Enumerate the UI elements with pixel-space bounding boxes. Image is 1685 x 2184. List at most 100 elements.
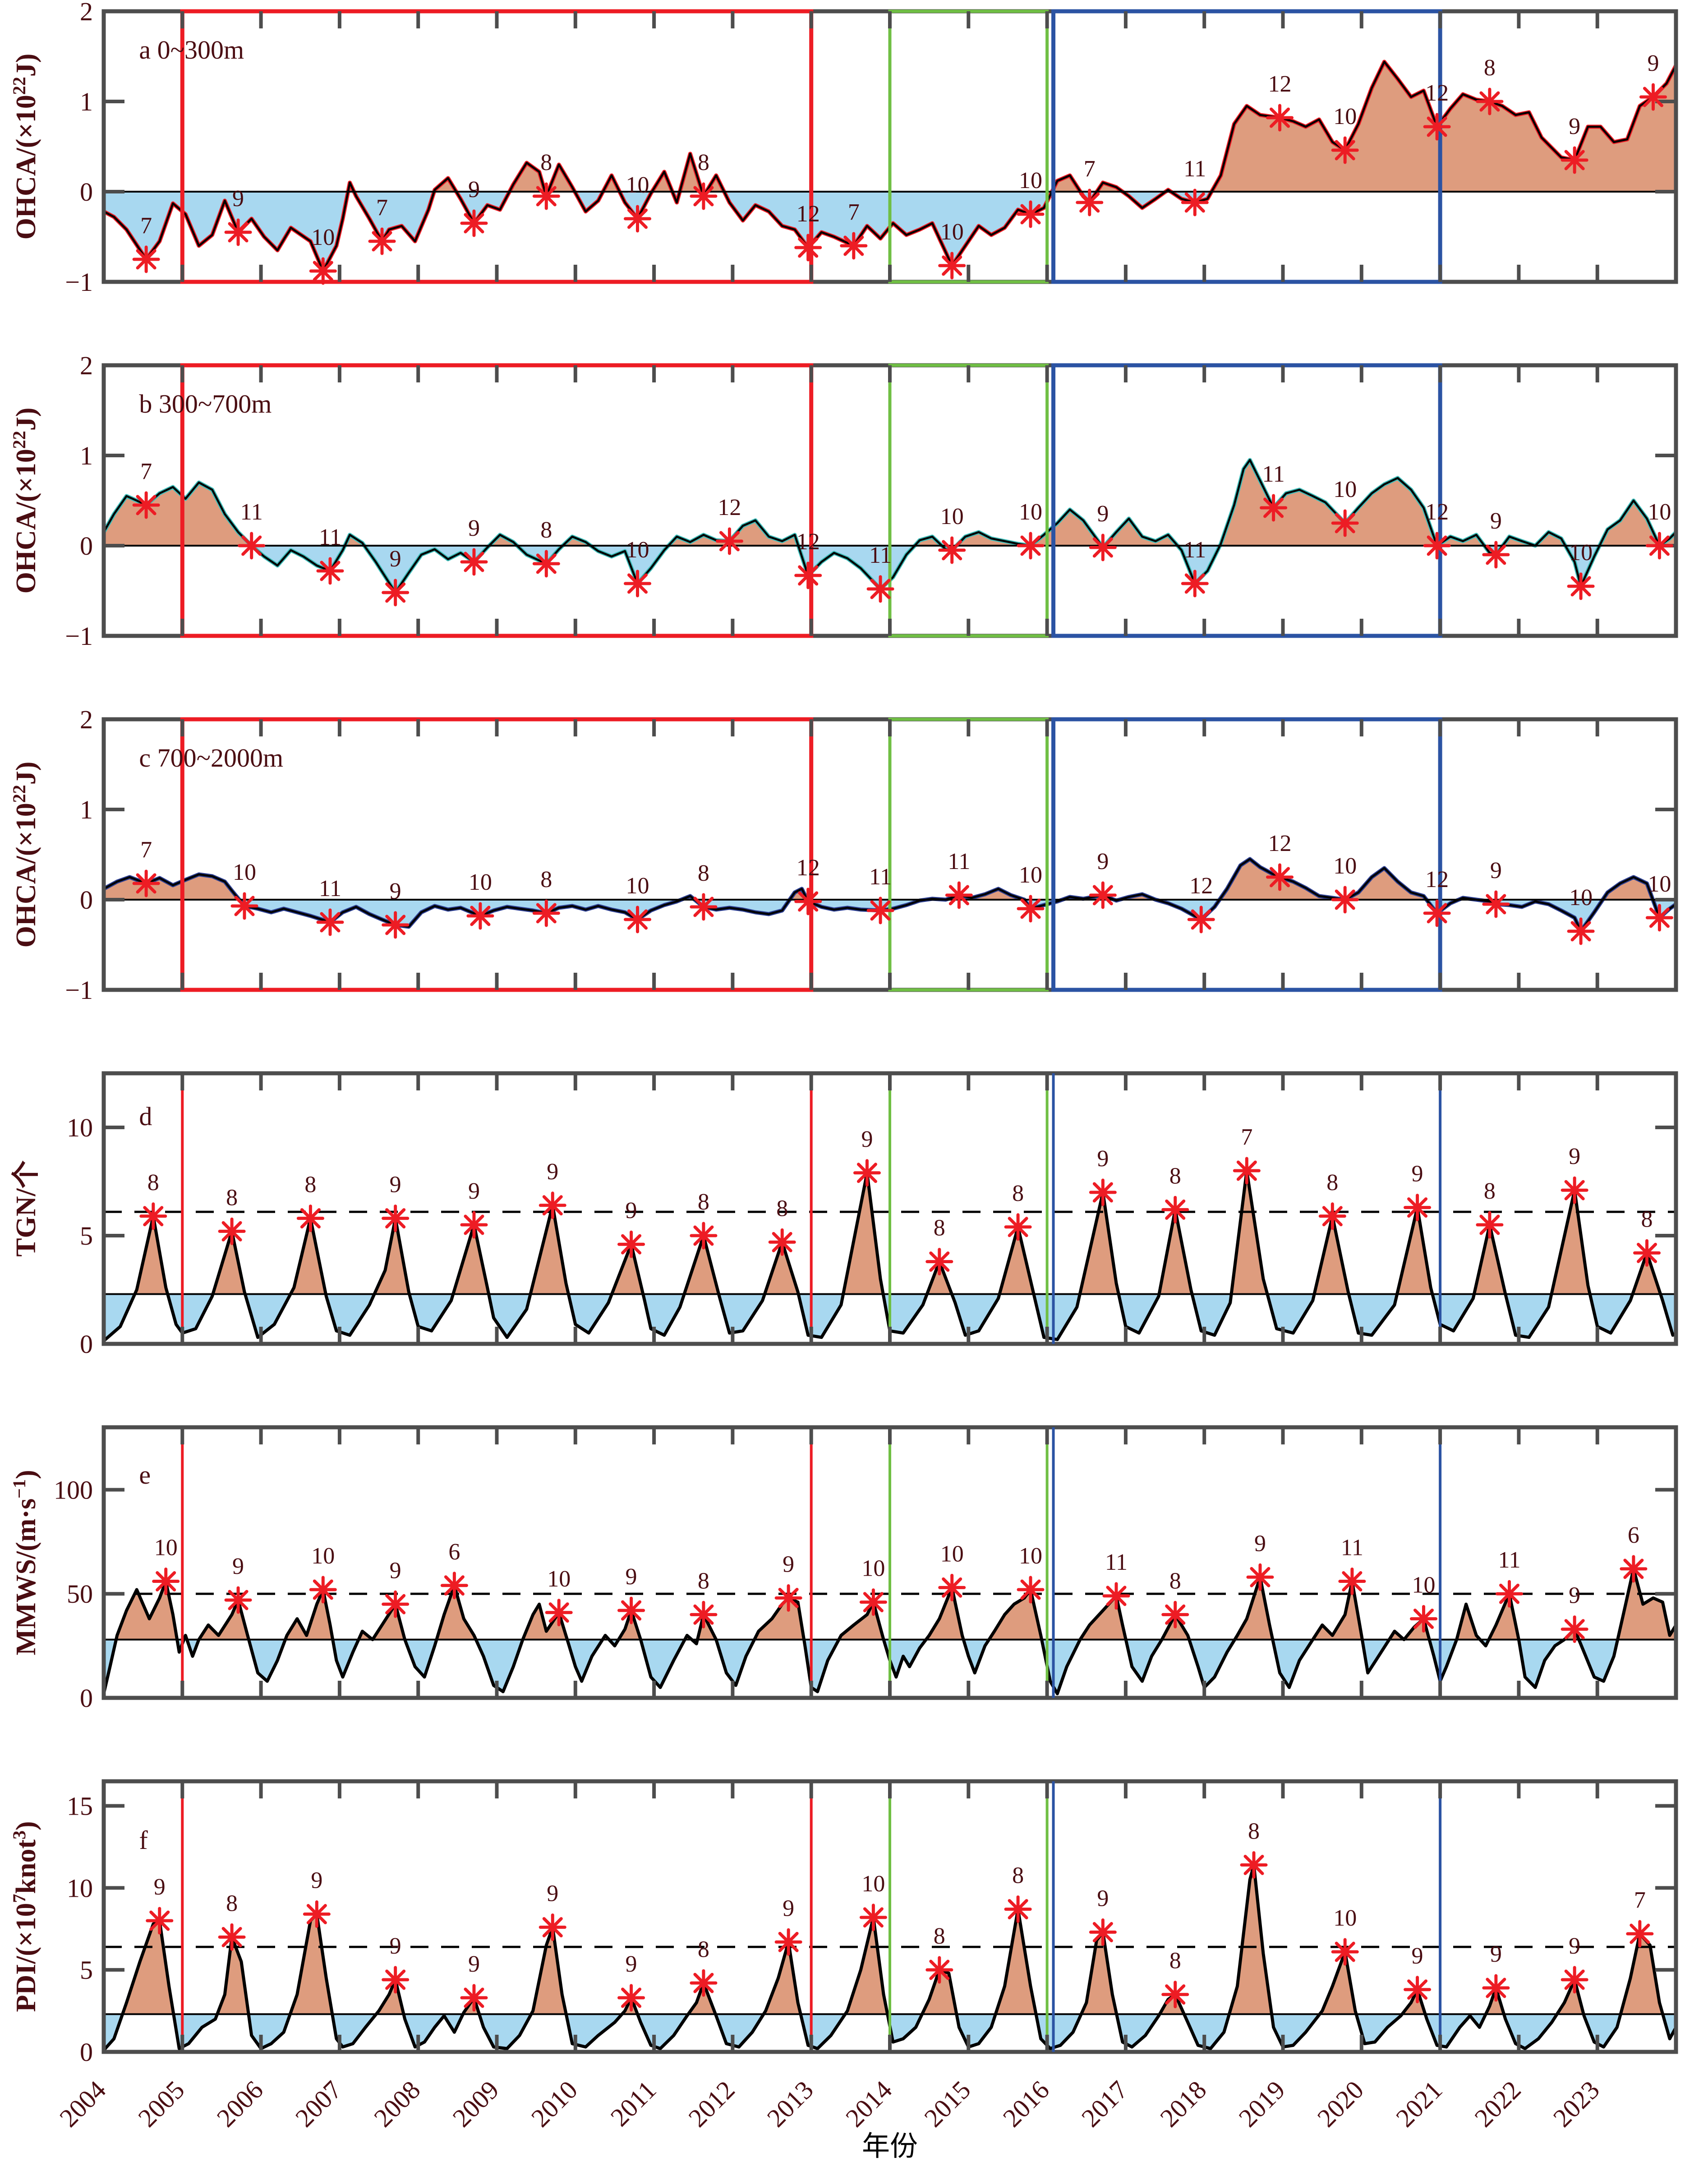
asterisk-marker (1191, 909, 1211, 930)
extreme-marker-a-2013: 7 (840, 199, 868, 260)
month-label: 12 (1268, 831, 1292, 856)
x-tick-label-2014: 2014 (840, 2075, 898, 2133)
asterisk-marker (241, 535, 262, 556)
month-label: 9 (390, 546, 401, 572)
month-label: 11 (1498, 1547, 1520, 1573)
month-label: 10 (1648, 499, 1671, 525)
extreme-marker-c-2012: 12 (794, 855, 822, 915)
month-label: 12 (1189, 873, 1213, 899)
asterisk-marker (136, 873, 157, 894)
asterisk-marker (1486, 894, 1506, 915)
extreme-marker-c-2004: 7 (132, 837, 160, 897)
asterisk-marker (929, 1959, 950, 1980)
panel-title-a: a 0~300m (139, 35, 244, 64)
month-label: 10 (1019, 862, 1042, 888)
x-tick-label-2012: 2012 (683, 2075, 741, 2133)
month-label: 9 (547, 1881, 558, 1907)
extreme-marker-c-2013: 11 (866, 864, 894, 924)
month-label: 11 (319, 876, 341, 901)
x-tick-label-2013: 2013 (761, 2075, 819, 2133)
extreme-marker-c-2008: 10 (466, 869, 494, 930)
asterisk-marker (1263, 497, 1284, 518)
asterisk-marker (1106, 1586, 1127, 1606)
extreme-marker-e-2021: 11 (1495, 1547, 1523, 1608)
asterisk-marker (1479, 1214, 1500, 1235)
ylabel-superscript: 22 (9, 785, 29, 803)
asterisk-marker (948, 885, 969, 906)
month-label: 9 (1569, 1583, 1580, 1609)
asterisk-marker (464, 552, 484, 572)
asterisk-marker (1020, 1579, 1041, 1600)
blue-period-box (1051, 9, 1442, 284)
panel-e: 0 50 100 e MMWS/(m·s−1) 10 9 10 9 6 10 9 8 9 10 10 10 11 8… (9, 1425, 1678, 1713)
panel-f: 051015fPDI/(×107knot3)989999989108898810… (9, 1779, 1678, 2067)
asterisk-marker (136, 495, 157, 515)
asterisk-marker (536, 186, 557, 207)
month-label: 9 (1097, 1146, 1109, 1172)
area-above-baseline (104, 859, 1676, 900)
extreme-marker-d-2017: 8 (1161, 1163, 1189, 1223)
month-label: 8 (698, 150, 709, 175)
asterisk-marker (1092, 1922, 1113, 1943)
month-label: 10 (311, 1543, 335, 1569)
y-axis-label-e: MMWS/(m·s−1) (9, 1470, 41, 1655)
month-label: 9 (1647, 51, 1659, 76)
ylabel-text: MMWS/(m·s (11, 1499, 41, 1655)
extreme-marker-b-2005: 11 (238, 499, 266, 560)
ylabel-text: TGN/个 (10, 1160, 41, 1257)
extreme-marker-c-2017: 12 (1187, 873, 1215, 933)
extreme-marker-a-2017: 11 (1181, 156, 1209, 216)
asterisk-marker (1020, 898, 1041, 919)
asterisk-marker (1570, 921, 1591, 942)
extreme-marker-a-2011: 8 (690, 150, 718, 210)
asterisk-marker (798, 237, 819, 258)
asterisk-marker (1008, 1217, 1028, 1237)
month-label: 9 (1097, 849, 1109, 874)
extreme-marker-b-2020: 12 (1423, 499, 1451, 560)
month-label: 8 (698, 1936, 709, 1962)
month-label: 9 (1490, 508, 1502, 534)
panel-title-c: c 700~2000m (139, 743, 283, 772)
x-tick-label-2022: 2022 (1469, 2075, 1527, 2133)
month-label: 9 (1097, 501, 1109, 527)
blue-period-box (1051, 363, 1442, 638)
extreme-marker-b-2009: 8 (532, 517, 560, 578)
month-label: 9 (783, 1895, 794, 1921)
extreme-marker-a-2010: 10 (623, 172, 651, 233)
month-label: 9 (1569, 1144, 1580, 1169)
extreme-marker-c-2009: 8 (532, 867, 560, 927)
month-label: 12 (796, 855, 820, 881)
month-label: 8 (1326, 1170, 1338, 1195)
extreme-marker-c-2023: 10 (1645, 871, 1673, 932)
asterisk-marker (1427, 535, 1447, 556)
extreme-marker-a-2018: 12 (1266, 71, 1294, 132)
extreme-marker-d-2007: 9 (382, 1172, 410, 1232)
asterisk-marker (313, 261, 333, 281)
extreme-marker-d-2021: 8 (1476, 1178, 1504, 1239)
extreme-marker-b-2021: 9 (1482, 508, 1510, 569)
month-label: 6 (448, 1539, 460, 1565)
month-label: 9 (1490, 1941, 1502, 1967)
y-tick-label: 0 (80, 1683, 93, 1713)
extreme-marker-e-2023: 6 (1620, 1522, 1648, 1583)
asterisk-marker (856, 1163, 877, 1183)
y-axis-label-d: TGN/个 (10, 1160, 41, 1257)
asterisk-marker (1184, 573, 1205, 594)
month-label: 8 (1248, 1818, 1260, 1844)
ylabel-text: OHCA/(×10 (11, 449, 41, 593)
month-label: 10 (1569, 885, 1593, 910)
asterisk-marker (942, 255, 962, 276)
asterisk-marker (1486, 1977, 1506, 1998)
extreme-marker-d-2009: 9 (539, 1159, 566, 1219)
extreme-marker-e-2015: 10 (1017, 1543, 1045, 1604)
panel-d: 0 5 10 d TGN/个 8 8 8 9 9 9 9 8 8 9 8 8 9 8 7 8 9 8 9 8 (10, 1071, 1678, 1359)
blue-period-box (1051, 717, 1442, 992)
month-label: 9 (626, 1951, 637, 1977)
extreme-marker-f-2014: 8 (925, 1923, 953, 1984)
x-tick-label-2015: 2015 (919, 2075, 976, 2133)
month-label: 8 (540, 150, 552, 175)
asterisk-marker (385, 915, 406, 935)
ylabel-text: J) (11, 762, 41, 785)
asterisk-marker (1637, 1242, 1657, 1263)
ylabel-superscript: 22 (9, 431, 29, 449)
